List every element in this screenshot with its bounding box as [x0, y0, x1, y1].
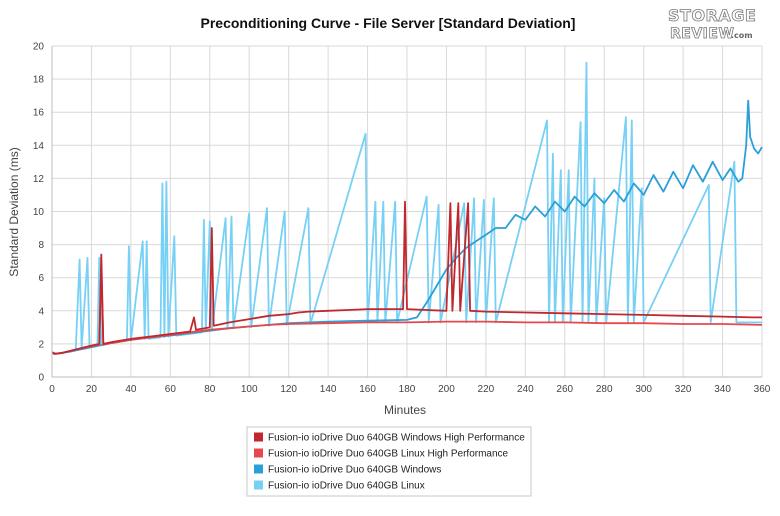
- storagereview-logo: STORAGE REVIEW .com: [668, 6, 757, 43]
- x-tick-label: 240: [517, 384, 534, 395]
- x-tick-label: 60: [165, 384, 177, 395]
- x-tick-label: 40: [125, 384, 137, 395]
- chart-title: Preconditioning Curve - File Server [Sta…: [201, 15, 576, 31]
- legend-label: Fusion-io ioDrive Duo 640GB Windows: [268, 465, 441, 476]
- x-tick-label: 180: [399, 384, 416, 395]
- svg-text:STORAGE: STORAGE: [668, 6, 756, 25]
- x-tick-label: 140: [320, 384, 337, 395]
- x-tick-labels: 0 20 40 60 80 100 120 140 160 180 200 220 240 260 280 3…: [49, 384, 771, 395]
- y-tick-label: 12: [33, 174, 45, 185]
- y-tick-label: 6: [38, 273, 44, 284]
- y-tick-label: 18: [33, 75, 45, 86]
- y-tick-label: 16: [33, 108, 45, 119]
- x-tick-label: 260: [556, 384, 573, 395]
- legend: Fusion-io ioDrive Duo 640GB Windows High…: [246, 426, 532, 497]
- svg-text:.com: .com: [731, 31, 753, 40]
- y-tick-labels: 0 2 4 6 8 10 12 14 16 18 20: [33, 42, 45, 384]
- legend-label: Fusion-io ioDrive Duo 640GB Windows High…: [268, 433, 525, 444]
- x-tick-label: 160: [359, 384, 376, 395]
- y-tick-label: 14: [33, 141, 45, 152]
- x-tick-label: 280: [596, 384, 613, 395]
- legend-swatch: [254, 448, 263, 458]
- legend-label: Fusion-io ioDrive Duo 640GB Linux High P…: [268, 449, 509, 460]
- x-tick-label: 120: [280, 384, 297, 395]
- series-lines: [51, 61, 763, 355]
- series-windows-high-performance: [51, 200, 762, 355]
- y-axis-label: Standard Deviation (ms): [7, 147, 21, 276]
- y-tick-label: 10: [33, 207, 45, 218]
- x-tick-label: 20: [86, 384, 98, 395]
- legend-swatch: [254, 480, 263, 490]
- series-linux: [51, 61, 762, 355]
- y-tick-label: 20: [33, 42, 45, 53]
- svg-text:REVIEW: REVIEW: [670, 26, 734, 42]
- legend-swatch: [254, 464, 263, 474]
- legend-box: [246, 426, 532, 497]
- x-tick-label: 360: [754, 384, 771, 395]
- x-tick-label: 200: [438, 384, 455, 395]
- legend-swatch: [254, 432, 263, 442]
- x-tick-label: 80: [204, 384, 216, 395]
- x-tick-label: 100: [241, 384, 258, 395]
- legend-label: Fusion-io ioDrive Duo 640GB Linux: [268, 481, 425, 492]
- y-tick-label: 2: [38, 339, 44, 350]
- x-axis-label: Minutes: [384, 403, 426, 417]
- x-tick-label: 320: [675, 384, 692, 395]
- x-tick-label: 0: [49, 384, 55, 395]
- x-tick-label: 220: [478, 384, 495, 395]
- axes: [51, 46, 762, 378]
- x-tick-label: 340: [714, 384, 731, 395]
- y-tick-label: 4: [38, 306, 44, 317]
- y-tick-label: 0: [38, 373, 44, 384]
- y-tick-label: 8: [38, 240, 44, 251]
- grid: [51, 45, 763, 378]
- x-tick-label: 300: [635, 384, 652, 395]
